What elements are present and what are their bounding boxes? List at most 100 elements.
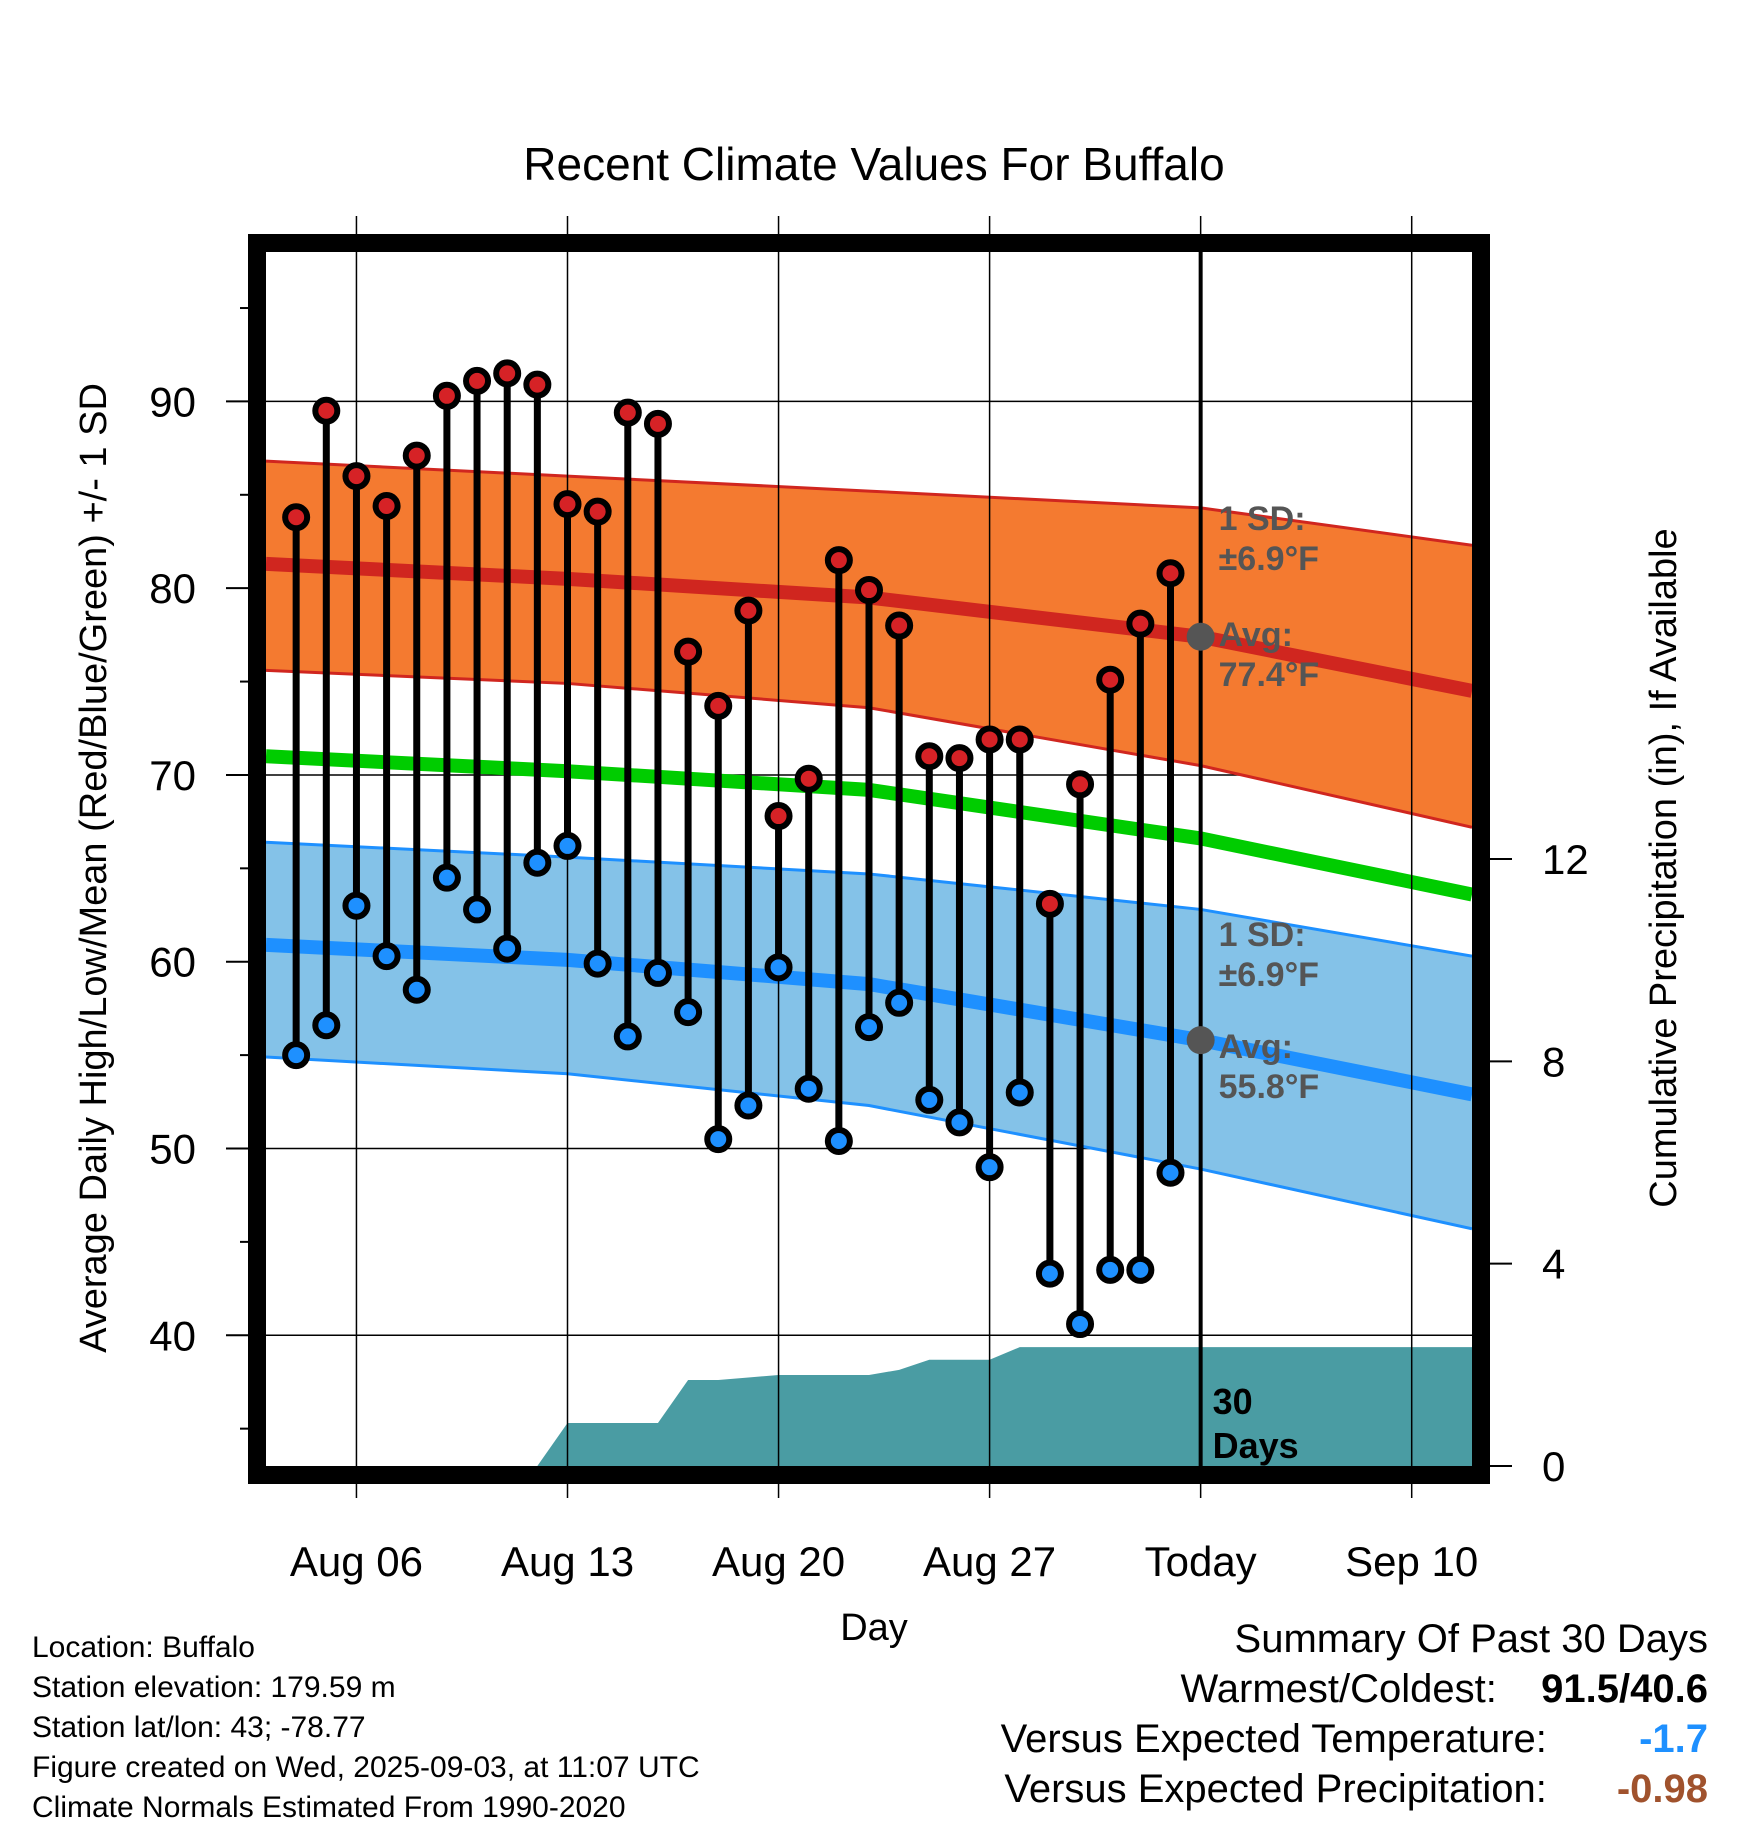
- daily-low-point: [282, 1041, 311, 1070]
- daily-low-point: [1096, 1255, 1125, 1284]
- y-tick-label: 60: [149, 939, 196, 986]
- daily-low-point: [493, 934, 522, 963]
- daily-low-point: [975, 1153, 1004, 1182]
- y-axis-label: Average Daily High/Low/Mean (Red/Blue/Gr…: [73, 383, 115, 1353]
- precip-label: Versus Expected Precipitation:: [1004, 1767, 1547, 1811]
- daily-low-point: [583, 949, 612, 978]
- daily-high-point: [915, 742, 944, 771]
- daily-high-point: [282, 503, 311, 532]
- daily-low-point: [312, 1011, 341, 1040]
- daily-high-point: [1066, 770, 1095, 799]
- precip-value: -0.98: [1616, 1767, 1708, 1811]
- daily-high-point: [372, 492, 401, 521]
- today-low-avg-marker: [1186, 1026, 1215, 1055]
- daily-low-point: [945, 1108, 974, 1137]
- daily-low-point: [432, 863, 461, 892]
- temp-label: Versus Expected Temperature:: [1000, 1717, 1547, 1761]
- x-tick-label: Aug 13: [501, 1538, 634, 1585]
- daily-low-point: [1126, 1255, 1155, 1284]
- daily-low-point: [704, 1125, 733, 1154]
- today-high-avg-marker: [1186, 622, 1215, 651]
- location-text: Location: Buffalo: [32, 1631, 255, 1664]
- y-tick-label: 90: [149, 378, 196, 425]
- daily-high-point: [704, 691, 733, 720]
- daily-low-point: [523, 848, 552, 877]
- warmest-value: 91.5/40.6: [1541, 1667, 1708, 1711]
- daily-high-point: [824, 546, 853, 575]
- daily-low-point: [855, 1013, 883, 1042]
- y2-tick-label: 8: [1542, 1038, 1565, 1085]
- low-band-lower-edge: [266, 1055, 1472, 1231]
- x-tick-label: Aug 27: [923, 1538, 1056, 1585]
- daily-high-point: [583, 497, 612, 526]
- daily-high-point: [734, 596, 763, 625]
- x-axis-label: Day: [840, 1607, 908, 1649]
- low-avg-value: 55.8°F: [1219, 1068, 1320, 1106]
- x-tick-label: Aug 06: [290, 1538, 423, 1585]
- daily-high-point: [1156, 559, 1185, 588]
- y2-tick-label: 4: [1542, 1241, 1565, 1288]
- station-info: Location: Buffalo Station elevation: 179…: [32, 1628, 700, 1828]
- daily-high-point: [1096, 665, 1125, 694]
- daily-high-point: [855, 576, 883, 605]
- low-avg-label: Avg:: [1219, 1028, 1293, 1066]
- summary-title: Summary Of Past 30 Days: [1234, 1617, 1708, 1661]
- daily-low-point: [824, 1127, 853, 1156]
- daily-high-point: [1126, 609, 1155, 638]
- elevation-text: Station elevation: 179.59 m: [32, 1671, 396, 1704]
- daily-low-point: [915, 1085, 944, 1114]
- y-tick-label: 50: [149, 1125, 196, 1172]
- high-sd-value: ±6.9°F: [1219, 540, 1319, 578]
- daily-high-point: [1035, 889, 1064, 918]
- daily-low-point: [764, 953, 793, 982]
- daily-high-point: [674, 637, 703, 666]
- daily-high-point: [975, 725, 1004, 754]
- daily-high-point: [764, 802, 793, 831]
- high-band-upper-edge: [266, 459, 1472, 547]
- summary-temp-row: Versus Expected Temperature: -1.7: [1001, 1714, 1708, 1764]
- window-days-label: Days: [1213, 1425, 1299, 1466]
- daily-low-point: [1035, 1259, 1064, 1288]
- daily-high-point: [794, 764, 823, 793]
- daily-low-point: [1156, 1158, 1185, 1187]
- high-sd-label: 1 SD:: [1219, 500, 1306, 538]
- normals-text: Climate Normals Estimated From 1990-2020: [32, 1791, 626, 1824]
- low-sd-label: 1 SD:: [1219, 916, 1306, 954]
- high-avg-label: Avg:: [1219, 616, 1293, 654]
- y-tick-label: 40: [149, 1312, 196, 1359]
- daily-high-point: [945, 744, 974, 773]
- daily-low-point: [885, 988, 914, 1017]
- daily-low-point: [674, 998, 703, 1027]
- latlon-text: Station lat/lon: 43; -78.77: [32, 1711, 366, 1744]
- x-tick-label: Sep 10: [1345, 1538, 1478, 1585]
- daily-high-point: [613, 398, 642, 427]
- y-tick-label: 80: [149, 565, 196, 612]
- daily-low-point: [402, 975, 431, 1004]
- daily-low-point: [342, 891, 371, 920]
- plot-border: [248, 234, 1490, 1484]
- summary-precip-row: Versus Expected Precipitation: -0.98: [1001, 1764, 1708, 1814]
- x-tick-label: Aug 20: [712, 1538, 845, 1585]
- daily-low-point: [1066, 1310, 1095, 1339]
- high-avg-value: 77.4°F: [1219, 656, 1320, 694]
- window-days-number: 30: [1213, 1381, 1253, 1422]
- daily-low-point: [794, 1074, 823, 1103]
- created-text: Figure created on Wed, 2025-09-03, at 11…: [32, 1751, 700, 1784]
- daily-high-point: [432, 381, 461, 410]
- daily-high-point: [312, 396, 341, 425]
- daily-high-point: [643, 409, 672, 438]
- daily-high-point: [553, 490, 582, 519]
- daily-high-point: [1005, 725, 1034, 754]
- y2-axis-label: Cumulative Precipitation (in), If Availa…: [1643, 528, 1685, 1207]
- daily-high-point: [463, 366, 492, 395]
- daily-high-point: [523, 370, 552, 399]
- daily-high-point: [402, 441, 431, 470]
- temp-value: -1.7: [1639, 1717, 1708, 1761]
- daily-high-point: [885, 611, 914, 640]
- low-sd-value: ±6.9°F: [1219, 956, 1319, 994]
- x-tick-label: Today: [1145, 1538, 1257, 1585]
- y2-tick-label: 12: [1542, 836, 1589, 883]
- daily-low-point: [553, 831, 582, 860]
- daily-low-point: [372, 942, 401, 971]
